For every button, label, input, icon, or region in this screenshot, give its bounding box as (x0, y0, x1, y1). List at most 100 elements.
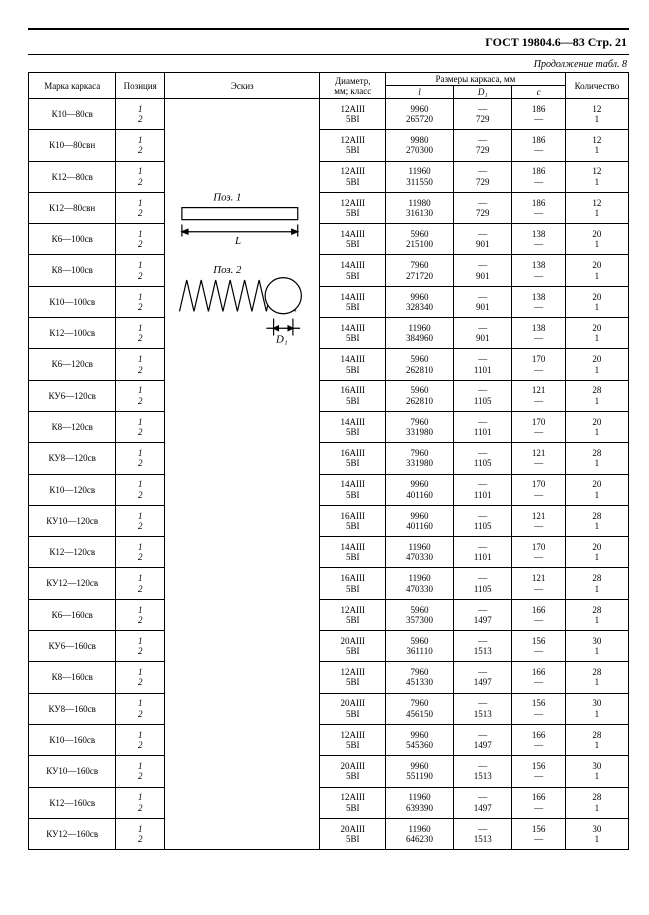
cell-qty: 281 (565, 443, 628, 474)
cell-diam: 12AIII5BI (320, 130, 386, 161)
cell-c: 138— (512, 224, 565, 255)
cell-d1: —1497 (454, 724, 512, 755)
cell-qty: 281 (565, 724, 628, 755)
cell-l: 7960456150 (386, 693, 454, 724)
cell-l: 7960331980 (386, 411, 454, 442)
cell-qty: 301 (565, 756, 628, 787)
cell-l: 5960357300 (386, 599, 454, 630)
cell-d1: —901 (454, 286, 512, 317)
cell-poz: 12 (116, 192, 165, 223)
cell-marka: К8—120св (29, 411, 116, 442)
sketch-svg: Поз. 1 L Поз. 2 D₁ (165, 99, 319, 847)
svg-text:D₁: D₁ (275, 334, 288, 346)
cell-diam: 14AIII5BI (320, 474, 386, 505)
svg-text:Поз. 2: Поз. 2 (212, 264, 242, 276)
cell-l: 11960384960 (386, 318, 454, 349)
svg-text:L: L (234, 235, 241, 247)
cell-c: 186— (512, 130, 565, 161)
cell-l: 9960401160 (386, 505, 454, 536)
cell-marka: К10—120св (29, 474, 116, 505)
cell-c: 121— (512, 443, 565, 474)
cell-c: 166— (512, 787, 565, 818)
cell-poz: 12 (116, 693, 165, 724)
col-diam: Диаметр, мм; класс (320, 73, 386, 99)
cell-diam: 12AIII5BI (320, 662, 386, 693)
cell-marka: К12—80свн (29, 192, 116, 223)
cell-l: 9960401160 (386, 474, 454, 505)
cell-marka: К10—160св (29, 724, 116, 755)
cell-poz: 12 (116, 537, 165, 568)
cell-marka: КУ10—160св (29, 756, 116, 787)
cell-poz: 12 (116, 443, 165, 474)
cell-c: 170— (512, 474, 565, 505)
cell-marka: К12—120св (29, 537, 116, 568)
cell-marka: К8—100св (29, 255, 116, 286)
cell-poz: 12 (116, 631, 165, 662)
cell-poz: 12 (116, 474, 165, 505)
cell-qty: 281 (565, 568, 628, 599)
cell-c: 170— (512, 411, 565, 442)
cell-d1: —901 (454, 255, 512, 286)
cell-d1: —1105 (454, 568, 512, 599)
cell-c: 121— (512, 505, 565, 536)
cell-poz: 12 (116, 380, 165, 411)
cell-marka: К6—100св (29, 224, 116, 255)
cell-qty: 201 (565, 411, 628, 442)
cell-diam: 16AIII5BI (320, 380, 386, 411)
col-poz: Позиция (116, 73, 165, 99)
cell-c: 156— (512, 693, 565, 724)
cell-d1: —729 (454, 99, 512, 130)
cell-diam: 20AIII5BI (320, 756, 386, 787)
cell-diam: 20AIII5BI (320, 693, 386, 724)
cell-d1: —1497 (454, 662, 512, 693)
cell-poz: 12 (116, 99, 165, 130)
cell-sketch: Поз. 1 L Поз. 2 D₁ (165, 99, 320, 850)
col-marka: Марка каркаса (29, 73, 116, 99)
cell-poz: 12 (116, 818, 165, 850)
frame-table: Марка каркаса Позиция Эскиз Диаметр, мм;… (28, 72, 629, 850)
cell-d1: —1105 (454, 380, 512, 411)
cell-c: 138— (512, 286, 565, 317)
cell-marka: К10—100св (29, 286, 116, 317)
cell-c: 138— (512, 318, 565, 349)
cell-l: 9960328340 (386, 286, 454, 317)
cell-l: 11960646230 (386, 818, 454, 850)
cell-marka: КУ10—120св (29, 505, 116, 536)
cell-diam: 14AIII5BI (320, 411, 386, 442)
cell-diam: 14AIII5BI (320, 318, 386, 349)
cell-l: 11960470330 (386, 568, 454, 599)
svg-text:Поз. 1: Поз. 1 (212, 191, 241, 203)
cell-d1: —1101 (454, 349, 512, 380)
continuation-label: Продолжение табл. 8 (28, 59, 627, 70)
cell-l: 7960451330 (386, 662, 454, 693)
cell-d1: —1497 (454, 599, 512, 630)
cell-d1: —1513 (454, 818, 512, 850)
cell-l: 11960311550 (386, 161, 454, 192)
cell-c: 170— (512, 537, 565, 568)
cell-marka: К12—100св (29, 318, 116, 349)
cell-qty: 201 (565, 537, 628, 568)
cell-d1: —901 (454, 318, 512, 349)
col-c: c (512, 86, 565, 99)
cell-d1: —1513 (454, 756, 512, 787)
cell-poz: 12 (116, 349, 165, 380)
cell-poz: 12 (116, 224, 165, 255)
cell-diam: 16AIII5BI (320, 568, 386, 599)
cell-l: 9960545360 (386, 724, 454, 755)
cell-diam: 12AIII5BI (320, 192, 386, 223)
cell-l: 5960215100 (386, 224, 454, 255)
cell-diam: 14AIII5BI (320, 255, 386, 286)
cell-diam: 12AIII5BI (320, 787, 386, 818)
cell-marka: КУ6—160св (29, 631, 116, 662)
cell-d1: —729 (454, 192, 512, 223)
cell-poz: 12 (116, 255, 165, 286)
cell-qty: 281 (565, 505, 628, 536)
cell-qty: 121 (565, 161, 628, 192)
cell-marka: КУ6—120св (29, 380, 116, 411)
cell-diam: 14AIII5BI (320, 349, 386, 380)
cell-qty: 201 (565, 474, 628, 505)
cell-qty: 281 (565, 380, 628, 411)
cell-c: 186— (512, 192, 565, 223)
col-qty: Количество (565, 73, 628, 99)
cell-l: 5960262810 (386, 380, 454, 411)
